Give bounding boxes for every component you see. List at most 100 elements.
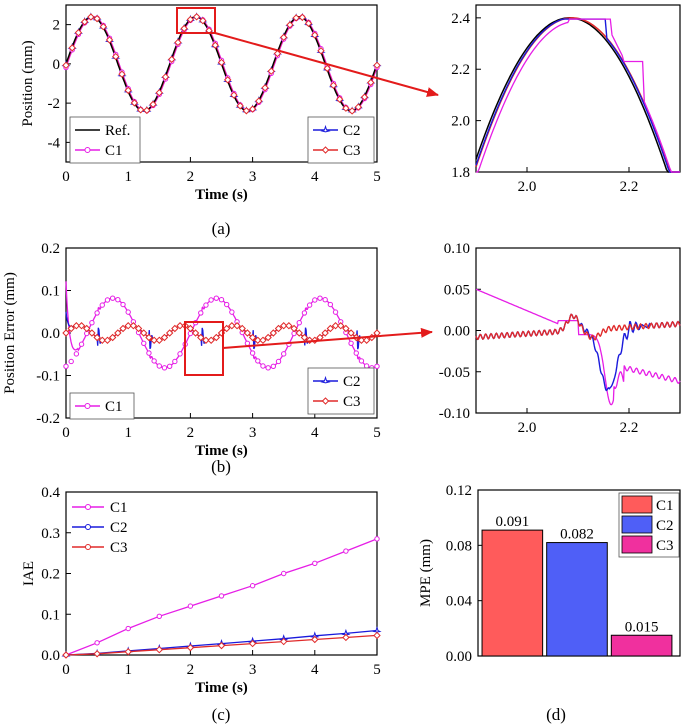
marker-c3 <box>143 106 151 115</box>
zoom-box-b <box>184 321 224 376</box>
legend-label: C1 <box>110 500 128 516</box>
marker-c3 <box>233 322 241 330</box>
x-tick-label: 2.2 <box>620 179 639 195</box>
marker-c3 <box>367 78 375 87</box>
y-tick-label: -4 <box>48 135 61 151</box>
marker-c3 <box>68 44 76 52</box>
marker-c3 <box>67 324 75 333</box>
marker-c3 <box>212 333 221 342</box>
x-tick-label: 2.2 <box>620 420 639 436</box>
legend-marker <box>320 124 331 133</box>
marker-c3 <box>373 631 381 640</box>
marker-c1 <box>244 340 251 346</box>
marker-c1 <box>89 320 95 326</box>
marker-c1 <box>260 363 266 369</box>
marker-c3 <box>311 635 319 644</box>
x-tick-label: 1 <box>124 169 132 185</box>
x-tick-label: 1 <box>124 425 132 441</box>
plot-frame <box>475 4 681 173</box>
x-axis-label: Time (s) <box>195 443 248 459</box>
marker-c1 <box>229 309 235 315</box>
marker-c3 <box>186 324 195 333</box>
marker-c3 <box>155 88 164 97</box>
marker-c1 <box>115 297 121 303</box>
y-tick-label: -0.10 <box>439 406 470 422</box>
marker-c3 <box>285 322 293 330</box>
marker-c1 <box>281 351 287 357</box>
x-tick-label: 5 <box>373 169 381 185</box>
marker-c3 <box>72 322 81 330</box>
marker-c3 <box>119 324 127 333</box>
marker-c1 <box>104 297 111 303</box>
y-tick-label: -0.2 <box>36 411 60 427</box>
marker-c3 <box>286 21 294 29</box>
legend-marker <box>84 403 91 409</box>
marker-c3 <box>373 61 381 70</box>
zoom-box-a <box>176 7 216 34</box>
marker-c1 <box>218 593 225 599</box>
marker-c3 <box>80 18 89 26</box>
marker-c3 <box>62 329 70 337</box>
marker-c1 <box>146 350 152 356</box>
marker-c3 <box>140 329 148 337</box>
marker-c1 <box>374 536 380 542</box>
marker-c1 <box>306 302 313 308</box>
panel-b-position-error: 0 1 2 3 4 5 -0.2 -0.1 0.0 0.1 0.2 Time (s) Position … <box>2 241 381 459</box>
marker-c3 <box>62 651 70 659</box>
x-tick-label: 3 <box>249 169 257 185</box>
marker-c3 <box>155 645 164 654</box>
marker-c3 <box>273 49 282 58</box>
x-tick-label: 4 <box>311 662 319 678</box>
y-tick-label: 0.0 <box>41 648 60 664</box>
marker-c1 <box>249 350 256 356</box>
y-tick-label: 0.10 <box>444 241 470 257</box>
marker-c3 <box>335 95 344 103</box>
legend-label: Ref. <box>105 123 130 139</box>
marker-c3 <box>259 336 267 344</box>
marker-c3 <box>129 322 138 330</box>
marker-c3 <box>274 324 283 333</box>
panel-c-iae: 0 1 2 3 4 5 0.0 0.1 0.2 0.3 0.4 Time (s) IAE C1 C2 C3 <box>21 485 382 696</box>
marker-c1 <box>177 351 183 357</box>
marker-c3 <box>228 322 236 330</box>
marker-c1 <box>125 309 131 315</box>
marker-c3 <box>191 329 200 337</box>
marker-c3 <box>207 336 215 344</box>
plot-frame <box>65 491 378 656</box>
marker-c3 <box>348 107 356 115</box>
y-tick-label: 2 <box>53 18 61 34</box>
marker-c3 <box>197 333 205 342</box>
panel-a-zoom: 2.0 2.2 1.8 2.0 2.2 2.4 <box>451 4 681 195</box>
marker-c3 <box>317 47 325 55</box>
y-axis-label: MPE (mm) <box>418 539 434 607</box>
marker-c1 <box>270 363 277 369</box>
x-tick-label: 1 <box>124 662 132 678</box>
marker-c3 <box>180 24 188 33</box>
legend-label: C1 <box>656 498 674 514</box>
marker-c3 <box>199 16 207 25</box>
marker-c3 <box>112 52 120 61</box>
marker-c3 <box>77 322 86 330</box>
marker-c1 <box>187 603 194 609</box>
caption-d: (d) <box>546 705 566 724</box>
marker-c1 <box>141 340 147 346</box>
legend-label: C2 <box>656 518 674 534</box>
marker-c3 <box>165 329 174 337</box>
marker-c3 <box>224 76 232 84</box>
marker-c1 <box>156 363 163 369</box>
marker-c3 <box>295 329 303 337</box>
series-c1 <box>475 288 681 406</box>
y-axis-label: Position Error (mm) <box>2 272 18 394</box>
marker-c1 <box>99 302 105 308</box>
panel-d-mpe-bars: 0.00 0.04 0.08 0.12 MPE (mm) 0.091 0.082 0.015 C… <box>418 483 681 665</box>
marker-c3 <box>192 13 201 21</box>
bar-c1 <box>481 529 544 657</box>
y-tick-label: -2 <box>48 96 61 112</box>
marker-c1 <box>265 365 271 371</box>
marker-c1 <box>166 363 173 369</box>
legend-label: C2 <box>343 374 361 390</box>
y-tick-label: -0.05 <box>439 365 470 381</box>
marker-c3 <box>93 333 101 342</box>
